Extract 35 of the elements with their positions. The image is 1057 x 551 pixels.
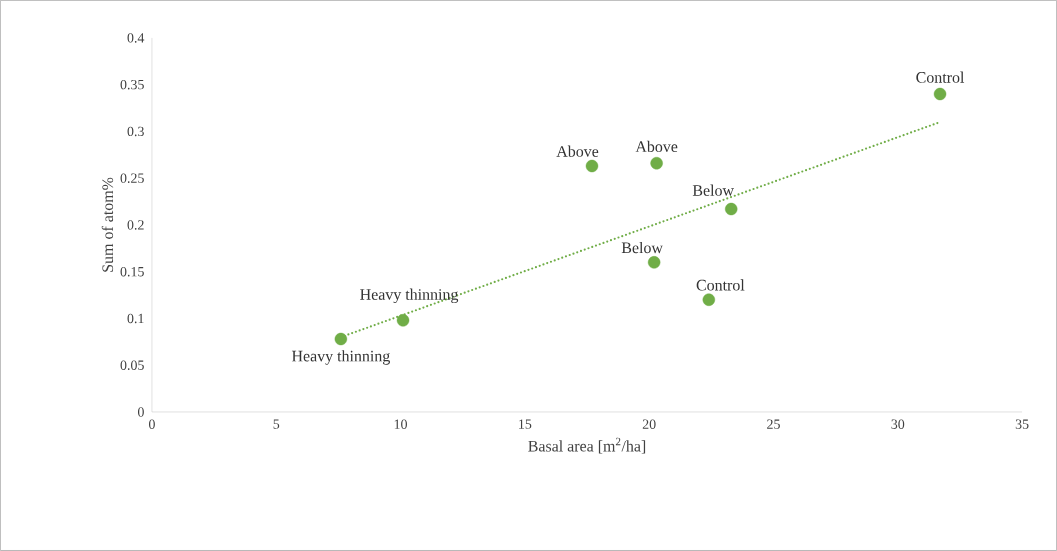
x-tick-label: 5	[273, 419, 280, 429]
annotation: Above	[635, 140, 678, 153]
x-tick-label: 30	[891, 419, 905, 429]
annotation: Below	[692, 184, 734, 196]
y-tick-label: 0	[137, 407, 144, 417]
annotation: Below	[621, 241, 663, 254]
annotation: Control	[916, 71, 965, 83]
y-tick-label: 0.2	[127, 220, 144, 230]
point	[396, 314, 410, 327]
x-axis-title: Basal area [m$^{2}$/ha]	[528, 437, 646, 454]
x-tick-label: 15	[519, 419, 532, 429]
point	[647, 256, 661, 269]
x-tick-label: 10	[394, 419, 407, 429]
x-tick-label: 25	[767, 419, 780, 429]
annotation: Heavy thinning	[360, 288, 459, 304]
point	[334, 332, 348, 346]
y-tick-label: 0.1	[127, 313, 144, 324]
y-axis-title: Sum of atom%	[101, 177, 114, 272]
y-tick-label: 0.35	[120, 79, 144, 90]
y-tick-label: 0.05	[120, 360, 144, 370]
point	[725, 202, 738, 216]
y-tick-label: 0.3	[127, 126, 144, 137]
x-tick-label: 0	[148, 419, 155, 429]
x-tick-label: 20	[642, 419, 656, 429]
point	[702, 293, 716, 306]
y-tick-label: 0.4	[127, 33, 145, 43]
y-tick-label: 0.15	[120, 267, 144, 277]
annotation: Above	[556, 145, 599, 157]
point	[933, 87, 947, 101]
y-tick-label: 0.25	[120, 173, 144, 183]
point	[585, 159, 599, 173]
annotation: Heavy thinning	[291, 350, 390, 365]
x-tick-label: 35	[1015, 419, 1029, 429]
point	[650, 157, 663, 170]
annotation: Control	[696, 279, 745, 291]
